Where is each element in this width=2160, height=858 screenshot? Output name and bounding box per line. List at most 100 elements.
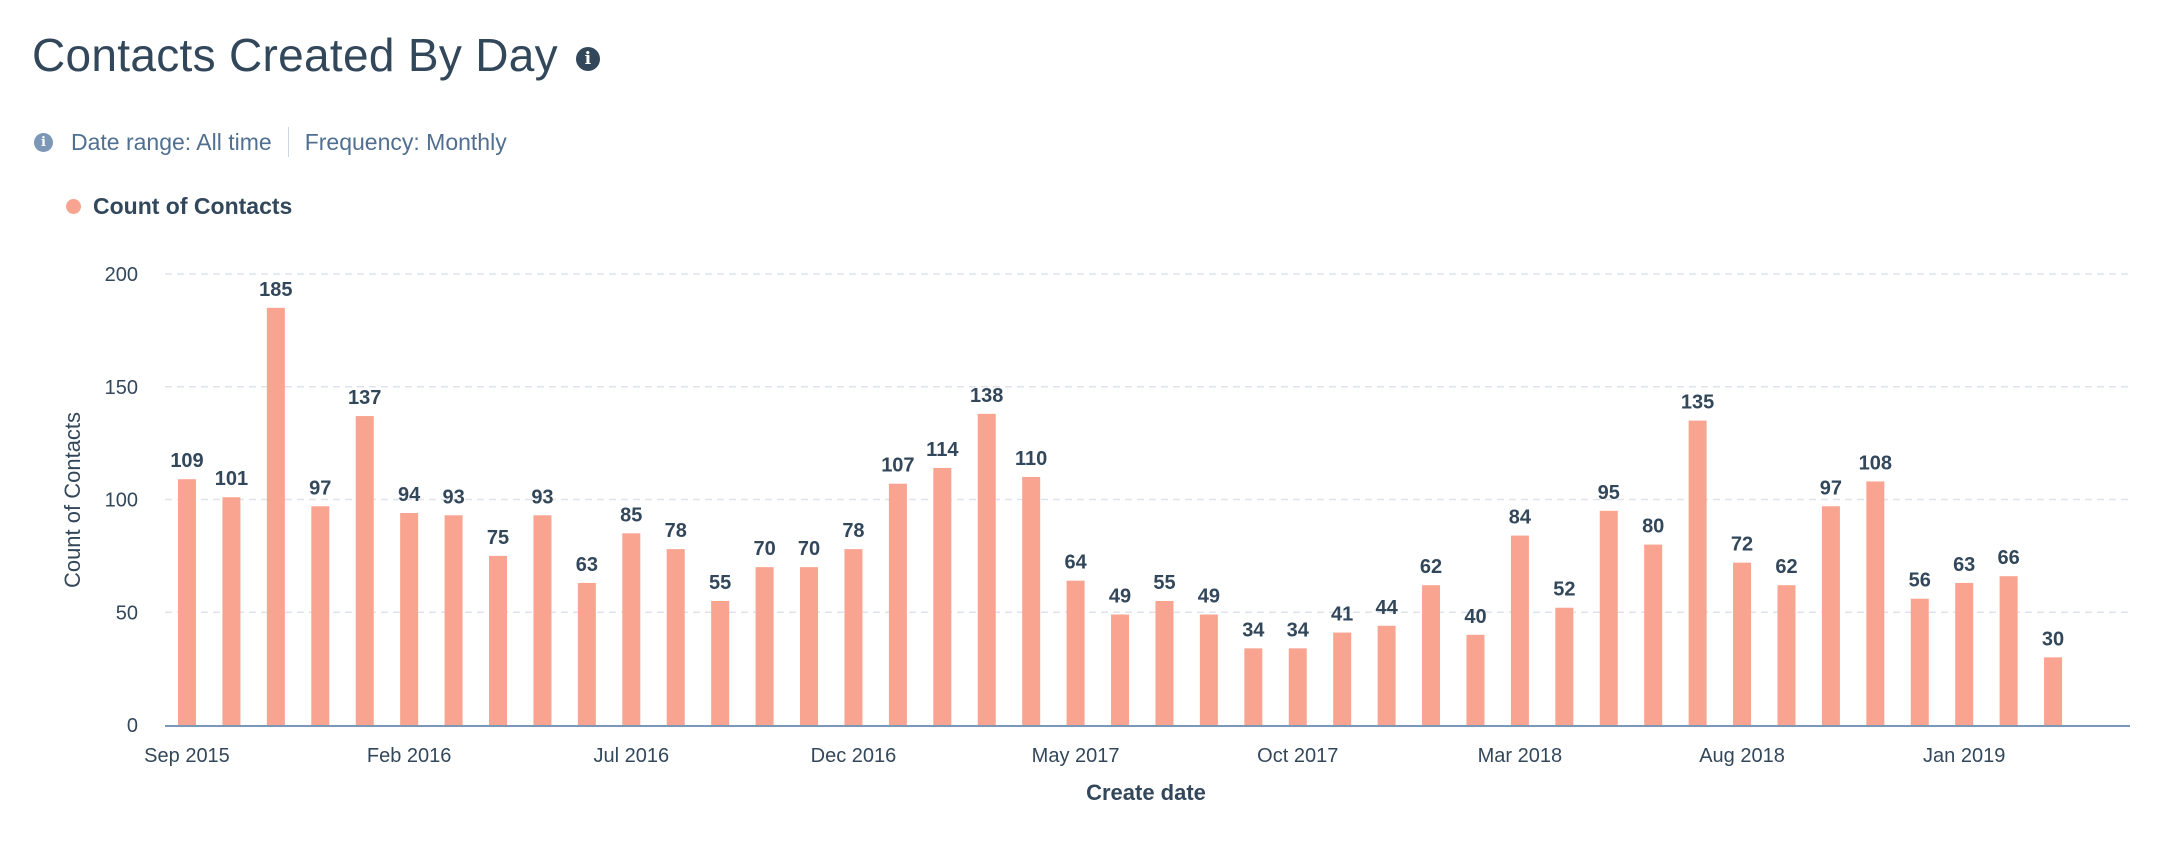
x-tick-label: Aug 2018	[1699, 745, 1785, 767]
bar[interactable]	[622, 533, 641, 725]
data-label: 63	[576, 554, 598, 576]
legend-swatch	[66, 198, 81, 214]
bar[interactable]	[1244, 648, 1263, 725]
y-tick-label: 50	[116, 602, 138, 624]
bar[interactable]	[1333, 632, 1352, 725]
bar[interactable]	[1644, 544, 1663, 725]
data-label: 114	[926, 439, 959, 461]
data-label: 85	[620, 504, 642, 526]
data-label: 84	[1509, 507, 1532, 529]
bar[interactable]	[1999, 576, 2018, 725]
bar[interactable]	[577, 582, 596, 725]
data-labels: 109 101 185 97 137 94 93 75 93 63 85 78 55 70 70 78 107 1…	[170, 279, 2064, 651]
x-tick-label: Jul 2016	[593, 745, 669, 767]
data-label: 94	[398, 484, 421, 506]
bar[interactable]	[1555, 607, 1574, 725]
data-label: 30	[2042, 628, 2064, 650]
data-label: 78	[842, 520, 864, 542]
data-label: 108	[1859, 452, 1892, 474]
bar[interactable]	[1777, 585, 1796, 725]
bar[interactable]	[222, 497, 241, 725]
x-tick-label: May 2017	[1032, 745, 1120, 767]
y-axis-title: Count of Contacts	[60, 412, 85, 588]
bar[interactable]	[1510, 535, 1529, 725]
data-label: 70	[798, 538, 820, 560]
bar[interactable]	[1821, 506, 1840, 725]
data-label: 34	[1242, 619, 1265, 641]
bar[interactable]	[755, 567, 774, 725]
x-axis-title: Create date	[1086, 780, 1206, 805]
data-label: 95	[1598, 482, 1620, 504]
data-label: 62	[1420, 556, 1442, 578]
bar[interactable]	[444, 515, 463, 725]
bar[interactable]	[1155, 600, 1174, 725]
x-tick-label: Oct 2017	[1257, 745, 1338, 767]
bar[interactable]	[888, 483, 907, 725]
data-label: 34	[1287, 619, 1310, 641]
x-tick-label: Dec 2016	[811, 745, 897, 767]
bar[interactable]	[844, 549, 863, 725]
data-label: 135	[1681, 392, 1714, 414]
bar[interactable]	[311, 506, 330, 725]
info-icon[interactable]: i	[575, 47, 600, 71]
data-label: 55	[1153, 572, 1175, 594]
bar[interactable]	[489, 555, 508, 725]
data-label: 185	[259, 279, 292, 301]
bar[interactable]	[1288, 648, 1307, 725]
frequency-filter[interactable]: Frequency: Monthly	[304, 128, 507, 155]
x-tick-label: Feb 2016	[367, 745, 452, 767]
data-label: 64	[1064, 552, 1087, 574]
bar[interactable]	[1910, 598, 1929, 725]
bar[interactable]	[1022, 476, 1041, 725]
data-label: 66	[1998, 547, 2020, 569]
data-label: 78	[665, 520, 687, 542]
data-label: 63	[1953, 554, 1975, 576]
y-tick-label: 0	[127, 715, 138, 737]
data-label: 40	[1464, 606, 1486, 628]
data-label: 107	[881, 455, 914, 477]
info-icon[interactable]: i	[34, 132, 53, 152]
chart-legend: Count of Contacts	[66, 188, 292, 224]
bar[interactable]	[1199, 614, 1218, 725]
bar[interactable]	[1066, 580, 1085, 725]
x-tick-label: Mar 2018	[1478, 745, 1563, 767]
bar[interactable]	[1866, 481, 1885, 725]
bar[interactable]	[1466, 634, 1485, 725]
data-label: 44	[1375, 597, 1398, 619]
x-axis-ticks: Sep 2015 Feb 2016 Jul 2016 Dec 2016 May 2017…	[144, 745, 2005, 767]
bar[interactable]	[1733, 562, 1752, 725]
page-title: Contacts Created By Day	[32, 29, 558, 81]
bar[interactable]	[666, 549, 685, 725]
data-label: 101	[215, 468, 248, 490]
bar[interactable]	[1111, 614, 1130, 725]
data-label: 97	[1820, 477, 1842, 499]
y-axis-ticks: 0 50 100 150 200	[105, 264, 138, 737]
bar[interactable]	[266, 307, 285, 725]
legend-label[interactable]: Count of Contacts	[93, 192, 293, 219]
data-label: 75	[487, 527, 509, 549]
bar[interactable]	[400, 513, 419, 725]
data-label: 109	[170, 450, 203, 472]
bar[interactable]	[933, 467, 952, 725]
data-label: 49	[1198, 586, 1220, 608]
bar[interactable]	[1377, 625, 1396, 725]
bar[interactable]	[355, 416, 374, 725]
bar[interactable]	[1422, 585, 1441, 725]
date-range-filter[interactable]: Date range: All time	[71, 128, 272, 155]
bar[interactable]	[2044, 657, 2063, 725]
data-label: 70	[753, 538, 775, 560]
data-label: 93	[531, 486, 553, 508]
bar[interactable]	[178, 479, 196, 725]
bar[interactable]	[800, 567, 819, 725]
bar[interactable]	[1955, 582, 1974, 725]
data-label: 55	[709, 572, 731, 594]
data-label: 72	[1731, 534, 1753, 556]
bar[interactable]	[1688, 420, 1707, 725]
bar[interactable]	[533, 515, 552, 725]
bar[interactable]	[1599, 510, 1618, 725]
data-label: 97	[309, 477, 331, 499]
bar[interactable]	[711, 600, 730, 725]
data-label: 41	[1331, 604, 1353, 626]
bar[interactable]	[977, 413, 996, 725]
